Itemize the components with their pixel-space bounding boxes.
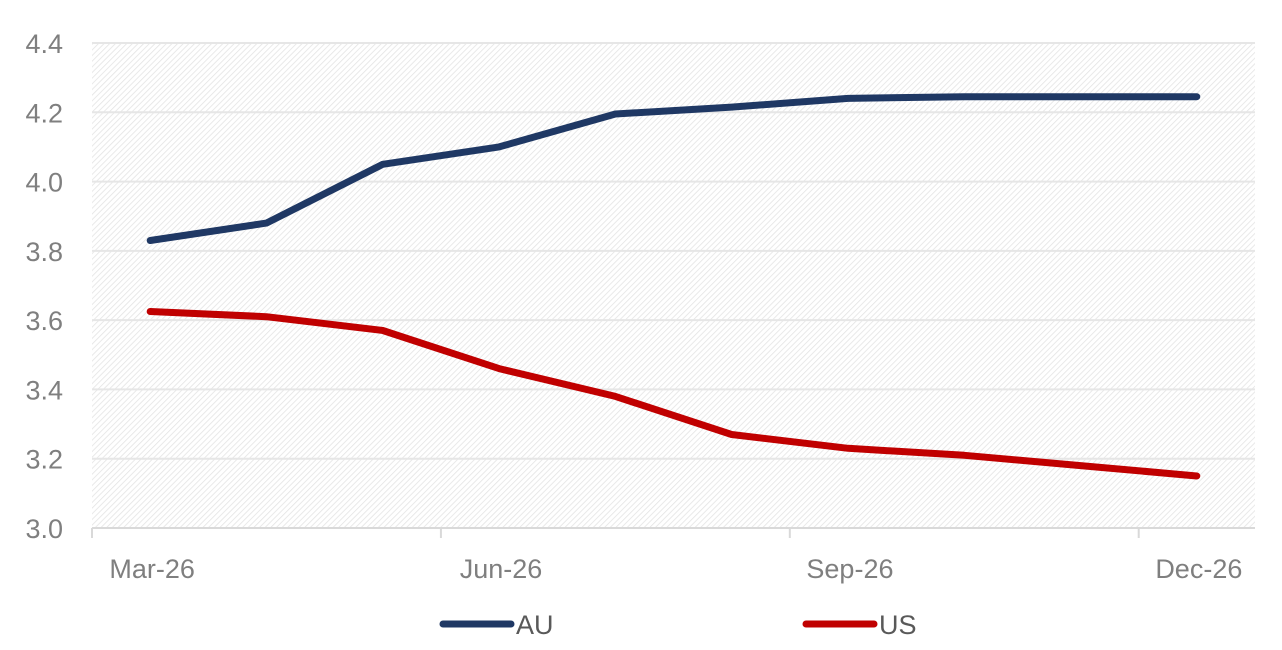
- x-axis: [91, 527, 1255, 538]
- y-tick-label: 3.0: [25, 514, 63, 544]
- y-tick-label: 4.4: [25, 29, 63, 59]
- x-tick-label: Mar-26: [109, 554, 195, 584]
- x-tick-label: Dec-26: [1155, 554, 1242, 584]
- x-axis-labels: Mar-26 Jun-26 Sep-26 Dec-26: [109, 554, 1242, 584]
- x-tick-label: Jun-26: [460, 554, 543, 584]
- y-tick-label: 3.4: [25, 375, 63, 405]
- y-tick-label: 3.2: [25, 445, 63, 475]
- y-tick-label: 3.8: [25, 237, 63, 267]
- y-axis-labels: 3.0 3.2 3.4 3.6 3.8 4.0 4.2 4.4: [25, 29, 63, 544]
- series-line-au: [146, 93, 1201, 244]
- series-lines: [146, 93, 1201, 480]
- y-tick-label: 4.0: [25, 168, 63, 198]
- legend-label-us: US: [879, 610, 917, 640]
- legend-label-au: AU: [516, 610, 554, 640]
- plot-area: [92, 43, 1255, 528]
- y-tick-label: 4.2: [25, 98, 63, 128]
- legend: AU US: [439, 610, 917, 640]
- x-tick-label: Sep-26: [806, 554, 893, 584]
- y-tick-label: 3.6: [25, 306, 63, 336]
- series-line-us: [146, 308, 1201, 480]
